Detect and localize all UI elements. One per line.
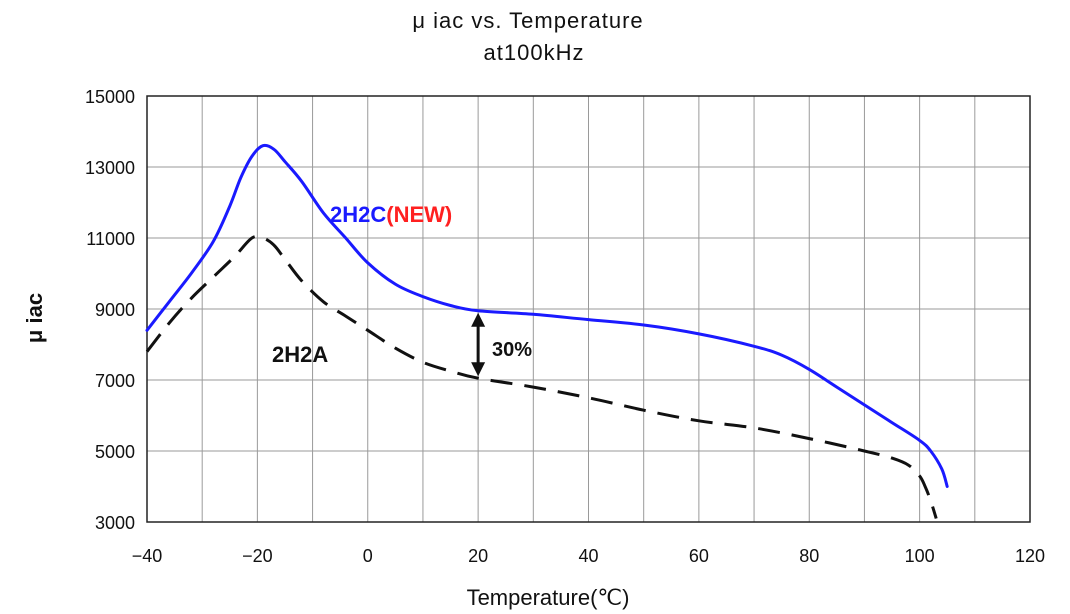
y-tick-label: 13000 bbox=[85, 158, 135, 178]
x-tick-label: 120 bbox=[1015, 546, 1045, 566]
x-tick-label: −20 bbox=[242, 546, 273, 566]
y-tick-label: 11000 bbox=[86, 229, 135, 249]
chart-title: μ iac vs. Temperature bbox=[412, 8, 643, 33]
plot-frame bbox=[146, 95, 1031, 523]
x-tick-label: 60 bbox=[689, 546, 709, 566]
y-tick-label: 5000 bbox=[95, 442, 135, 462]
annotation-text: 30% bbox=[492, 339, 532, 361]
y-tick-label: 7000 bbox=[95, 371, 135, 391]
annotation-arrow-head-up bbox=[471, 312, 486, 327]
x-axis-label: Temperature(℃) bbox=[467, 585, 630, 610]
y-tick-label: 9000 bbox=[95, 300, 135, 320]
grid bbox=[147, 96, 1030, 522]
series-line-2h2a bbox=[145, 234, 938, 519]
x-tick-label: −40 bbox=[132, 546, 163, 566]
annotation-arrow-head-down bbox=[471, 362, 486, 377]
series-group bbox=[145, 143, 949, 519]
x-tick-label: 0 bbox=[363, 546, 373, 566]
chart-subtitle: at100kHz bbox=[484, 40, 585, 65]
y-tick-label: 3000 bbox=[95, 513, 135, 533]
y-ticks: 3000 5000 7000 9000 11000 13000 15000 bbox=[85, 87, 135, 533]
x-tick-label: 80 bbox=[799, 546, 819, 566]
x-tick-label: 100 bbox=[905, 546, 935, 566]
series-label-2h2c: 2H2C(NEW) bbox=[330, 202, 452, 227]
y-axis-label: μ iac bbox=[22, 293, 47, 343]
y-tick-label: 15000 bbox=[85, 87, 135, 107]
x-ticks: −40 −20 0 20 40 60 80 100 120 bbox=[132, 546, 1045, 566]
series-line-2h2c bbox=[145, 143, 949, 488]
x-tick-label: 20 bbox=[468, 546, 488, 566]
series-name-suffix-2h2c: (NEW) bbox=[386, 202, 452, 227]
annotation-30-percent bbox=[471, 312, 486, 377]
series-name-2h2c: 2H2C bbox=[330, 202, 386, 227]
series-label-2h2a: 2H2A bbox=[272, 342, 328, 367]
x-tick-label: 40 bbox=[578, 546, 598, 566]
